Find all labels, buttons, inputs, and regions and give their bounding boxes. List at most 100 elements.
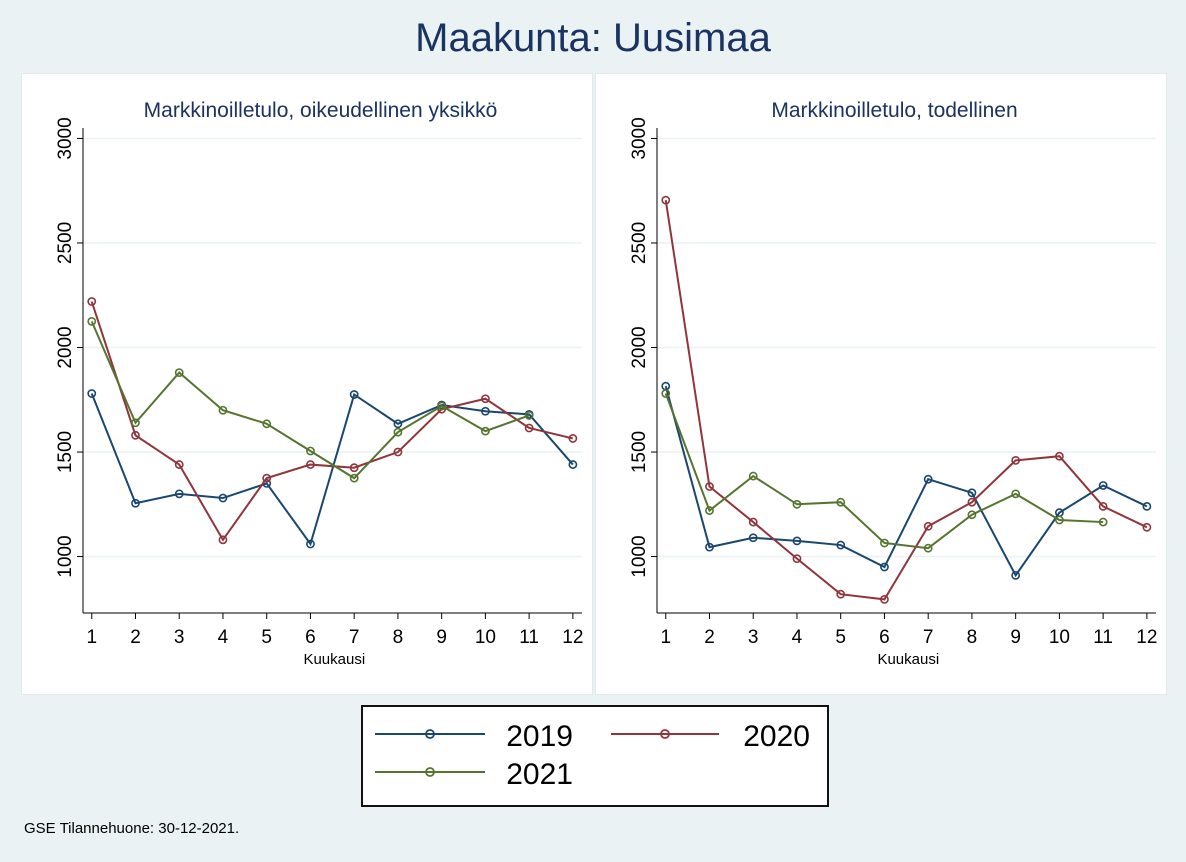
y-tick-label: 3000	[55, 117, 76, 159]
series-line-2019	[90, 392, 574, 547]
x-tick-label: 2	[704, 627, 715, 648]
x-tick-label: 1	[660, 627, 671, 648]
data-point-2019	[1011, 570, 1021, 580]
data-point-2021	[705, 506, 714, 515]
x-tick-label: 6	[305, 627, 316, 648]
data-point-2019	[480, 406, 490, 416]
x-tick-label: 4	[218, 627, 229, 648]
data-point-2020	[967, 497, 977, 507]
x-axis-label: Kuukausi	[877, 651, 939, 668]
data-point-2019	[705, 542, 714, 552]
series-line-2021	[664, 393, 1104, 550]
series-line-2021	[90, 320, 530, 480]
series-line-2019	[664, 385, 1148, 578]
footnote: GSE Tilannehuone: 30-12-2021.	[24, 820, 240, 837]
chart-left: Markkinoilletulo, oikeudellinen yksikkö 1…	[55, 99, 583, 668]
x-tick-label: 2	[130, 627, 141, 648]
chart-right: Markkinoilletulo, todellinen 1000 1500 2000…	[629, 99, 1157, 668]
data-point-2020	[748, 517, 758, 527]
data-point-2021	[349, 473, 359, 483]
data-point-2020	[1011, 455, 1021, 465]
data-point-2020	[349, 463, 359, 473]
x-tick-label: 11	[1093, 627, 1113, 648]
data-point-2021	[174, 368, 184, 377]
data-point-2021	[393, 427, 403, 437]
data-point-2020	[1142, 522, 1152, 532]
data-point-2020	[393, 447, 403, 457]
data-point-2021	[131, 418, 140, 428]
data-point-2020	[480, 394, 490, 404]
x-tick-label: 9	[1010, 627, 1021, 648]
data-point-2019	[967, 488, 977, 498]
data-point-2020	[880, 595, 889, 604]
data-point-2020	[87, 297, 97, 306]
y-tick-label: 3000	[629, 117, 650, 159]
data-point-2020	[1098, 501, 1108, 511]
y-tick-label: 1500	[55, 431, 76, 473]
legend-label-2021: 2021	[506, 758, 573, 791]
x-tick-label: 1	[86, 627, 97, 648]
data-point-2021	[1011, 489, 1021, 499]
data-point-2021	[262, 419, 272, 429]
data-point-2020	[705, 482, 714, 491]
data-point-2020	[131, 430, 140, 440]
data-point-2019	[131, 498, 140, 508]
y-tick-label: 1000	[55, 535, 76, 577]
x-axis-label: Kuukausi	[303, 651, 365, 668]
x-tick-label: 4	[792, 627, 803, 648]
data-point-2021	[661, 389, 671, 398]
data-point-2021	[748, 471, 758, 481]
x-tick-label: 10	[475, 627, 496, 648]
data-point-2020	[836, 589, 846, 599]
x-tick-label: 11	[519, 627, 539, 648]
legend-label-2019: 2019	[506, 720, 573, 753]
data-point-2019	[880, 562, 889, 572]
data-point-2019	[748, 533, 758, 543]
x-tick-label: 8	[967, 627, 978, 648]
data-point-2021	[480, 426, 490, 436]
x-tick-label: 5	[835, 627, 846, 648]
x-tick-label: 9	[436, 627, 447, 648]
legend-label-2020: 2020	[743, 720, 810, 753]
data-point-2021	[923, 543, 933, 553]
data-point-2021	[1054, 515, 1064, 525]
data-point-2019	[393, 419, 403, 429]
data-point-2019	[349, 390, 359, 399]
series-line-2020	[664, 199, 1148, 601]
data-point-2019	[836, 540, 846, 550]
x-tick-label: 8	[393, 627, 404, 648]
panel-title: Markkinoilletulo, todellinen	[771, 99, 1017, 122]
y-tick-label: 2000	[629, 326, 650, 368]
data-point-2020	[306, 460, 315, 469]
data-point-2019	[306, 539, 315, 549]
data-point-2019	[1098, 481, 1108, 490]
data-point-2019	[1142, 501, 1152, 511]
y-tick-label: 2500	[55, 222, 76, 264]
data-point-2019	[174, 489, 184, 499]
x-tick-label: 7	[349, 627, 360, 648]
legend-graphic: 2019 2020 2021	[375, 720, 810, 791]
data-point-2021	[87, 316, 97, 326]
data-point-2021	[218, 405, 228, 415]
x-tick-label: 12	[562, 627, 583, 648]
data-point-2020	[792, 554, 802, 564]
data-point-2020	[1054, 451, 1064, 461]
x-tick-label: 10	[1049, 627, 1070, 648]
series-line-2020	[90, 301, 574, 542]
data-point-2020	[661, 195, 671, 205]
panel-title: Markkinoilletulo, oikeudellinen yksikkö	[144, 99, 498, 122]
data-point-2020	[568, 434, 578, 443]
figure-title: Maakunta: Uusimaa	[415, 16, 771, 60]
data-point-2020	[524, 423, 534, 433]
data-point-2021	[792, 499, 802, 509]
data-point-2020	[174, 460, 184, 469]
data-point-2021	[524, 411, 534, 420]
data-point-2021	[836, 497, 846, 507]
x-tick-label: 3	[748, 627, 759, 648]
legend: 2019 2020 2021	[361, 705, 829, 807]
legend-marker-2021	[425, 767, 435, 777]
x-tick-label: 5	[261, 627, 272, 648]
data-point-2020	[923, 521, 933, 531]
y-tick-label: 1000	[629, 535, 650, 577]
